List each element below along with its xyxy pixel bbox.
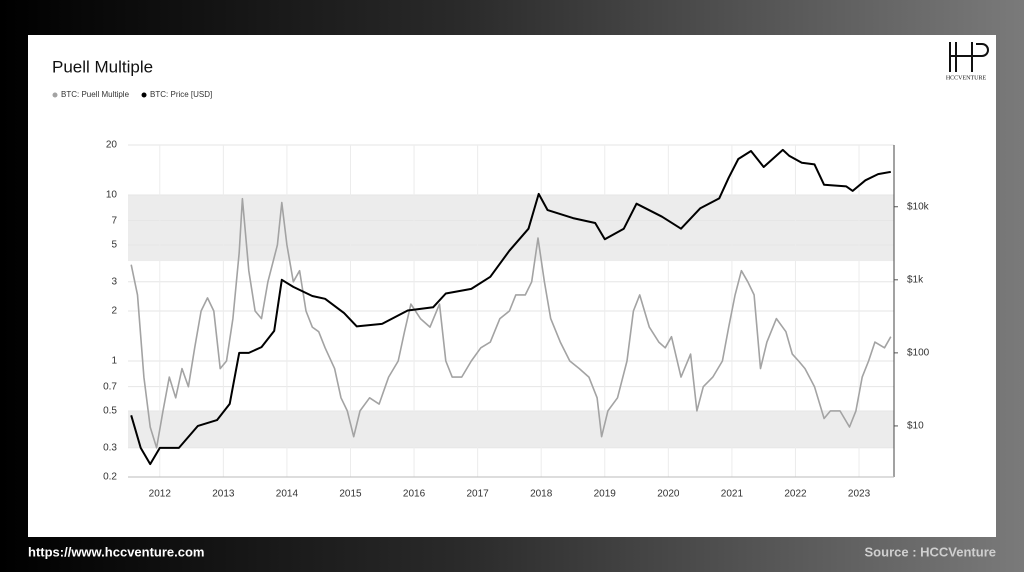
x-tick-label: 2020 (657, 489, 680, 500)
legend-label: BTC: Price [USD] (150, 90, 212, 99)
y-tick-label: 1 (111, 356, 117, 367)
x-tick-label: 2021 (721, 489, 744, 500)
series-line (130, 148, 891, 466)
y-tick-label: 5 (111, 240, 117, 251)
footer-url: https://www.hccventure.com (28, 544, 205, 559)
x-tick-label: 2018 (530, 489, 553, 500)
legend-swatch (141, 92, 147, 98)
y-tick-label: 7 (111, 215, 117, 226)
y-tick-label: 0.7 (103, 381, 117, 392)
x-tick-label: 2012 (149, 489, 172, 500)
y-tick-label: 20 (106, 140, 118, 151)
legend-label: BTC: Puell Multiple (61, 90, 130, 99)
y2-tick-label: $1k (907, 274, 924, 285)
logo (949, 42, 989, 72)
legend-swatch (52, 92, 58, 98)
x-tick-label: 2019 (594, 489, 617, 500)
x-tick-label: 2016 (403, 489, 426, 500)
y2-tick-label: $10k (907, 201, 930, 212)
card (28, 35, 996, 537)
y-tick-label: 0.5 (103, 406, 117, 417)
x-tick-label: 2022 (784, 489, 807, 500)
y-tick-label: 2 (111, 306, 117, 317)
footer-source: Source : HCCVenture (865, 544, 996, 559)
x-tick-label: 2013 (212, 489, 235, 500)
x-tick-label: 2017 (467, 489, 490, 500)
series-line (130, 197, 892, 449)
x-tick-label: 2014 (276, 489, 299, 500)
y2-tick-label: $10 (907, 421, 924, 432)
y2-tick-label: $100 (907, 348, 930, 359)
y-tick-label: 3 (111, 276, 117, 287)
y-tick-label: 10 (106, 190, 118, 201)
y-tick-label: 0.2 (103, 472, 117, 483)
y-tick-label: 0.3 (103, 442, 117, 453)
threshold-band (128, 410, 894, 448)
chart-title: Puell Multiple (52, 57, 153, 76)
brand-name: HCCVENTURE (946, 75, 987, 81)
x-tick-label: 2023 (848, 489, 871, 500)
x-tick-label: 2015 (339, 489, 362, 500)
